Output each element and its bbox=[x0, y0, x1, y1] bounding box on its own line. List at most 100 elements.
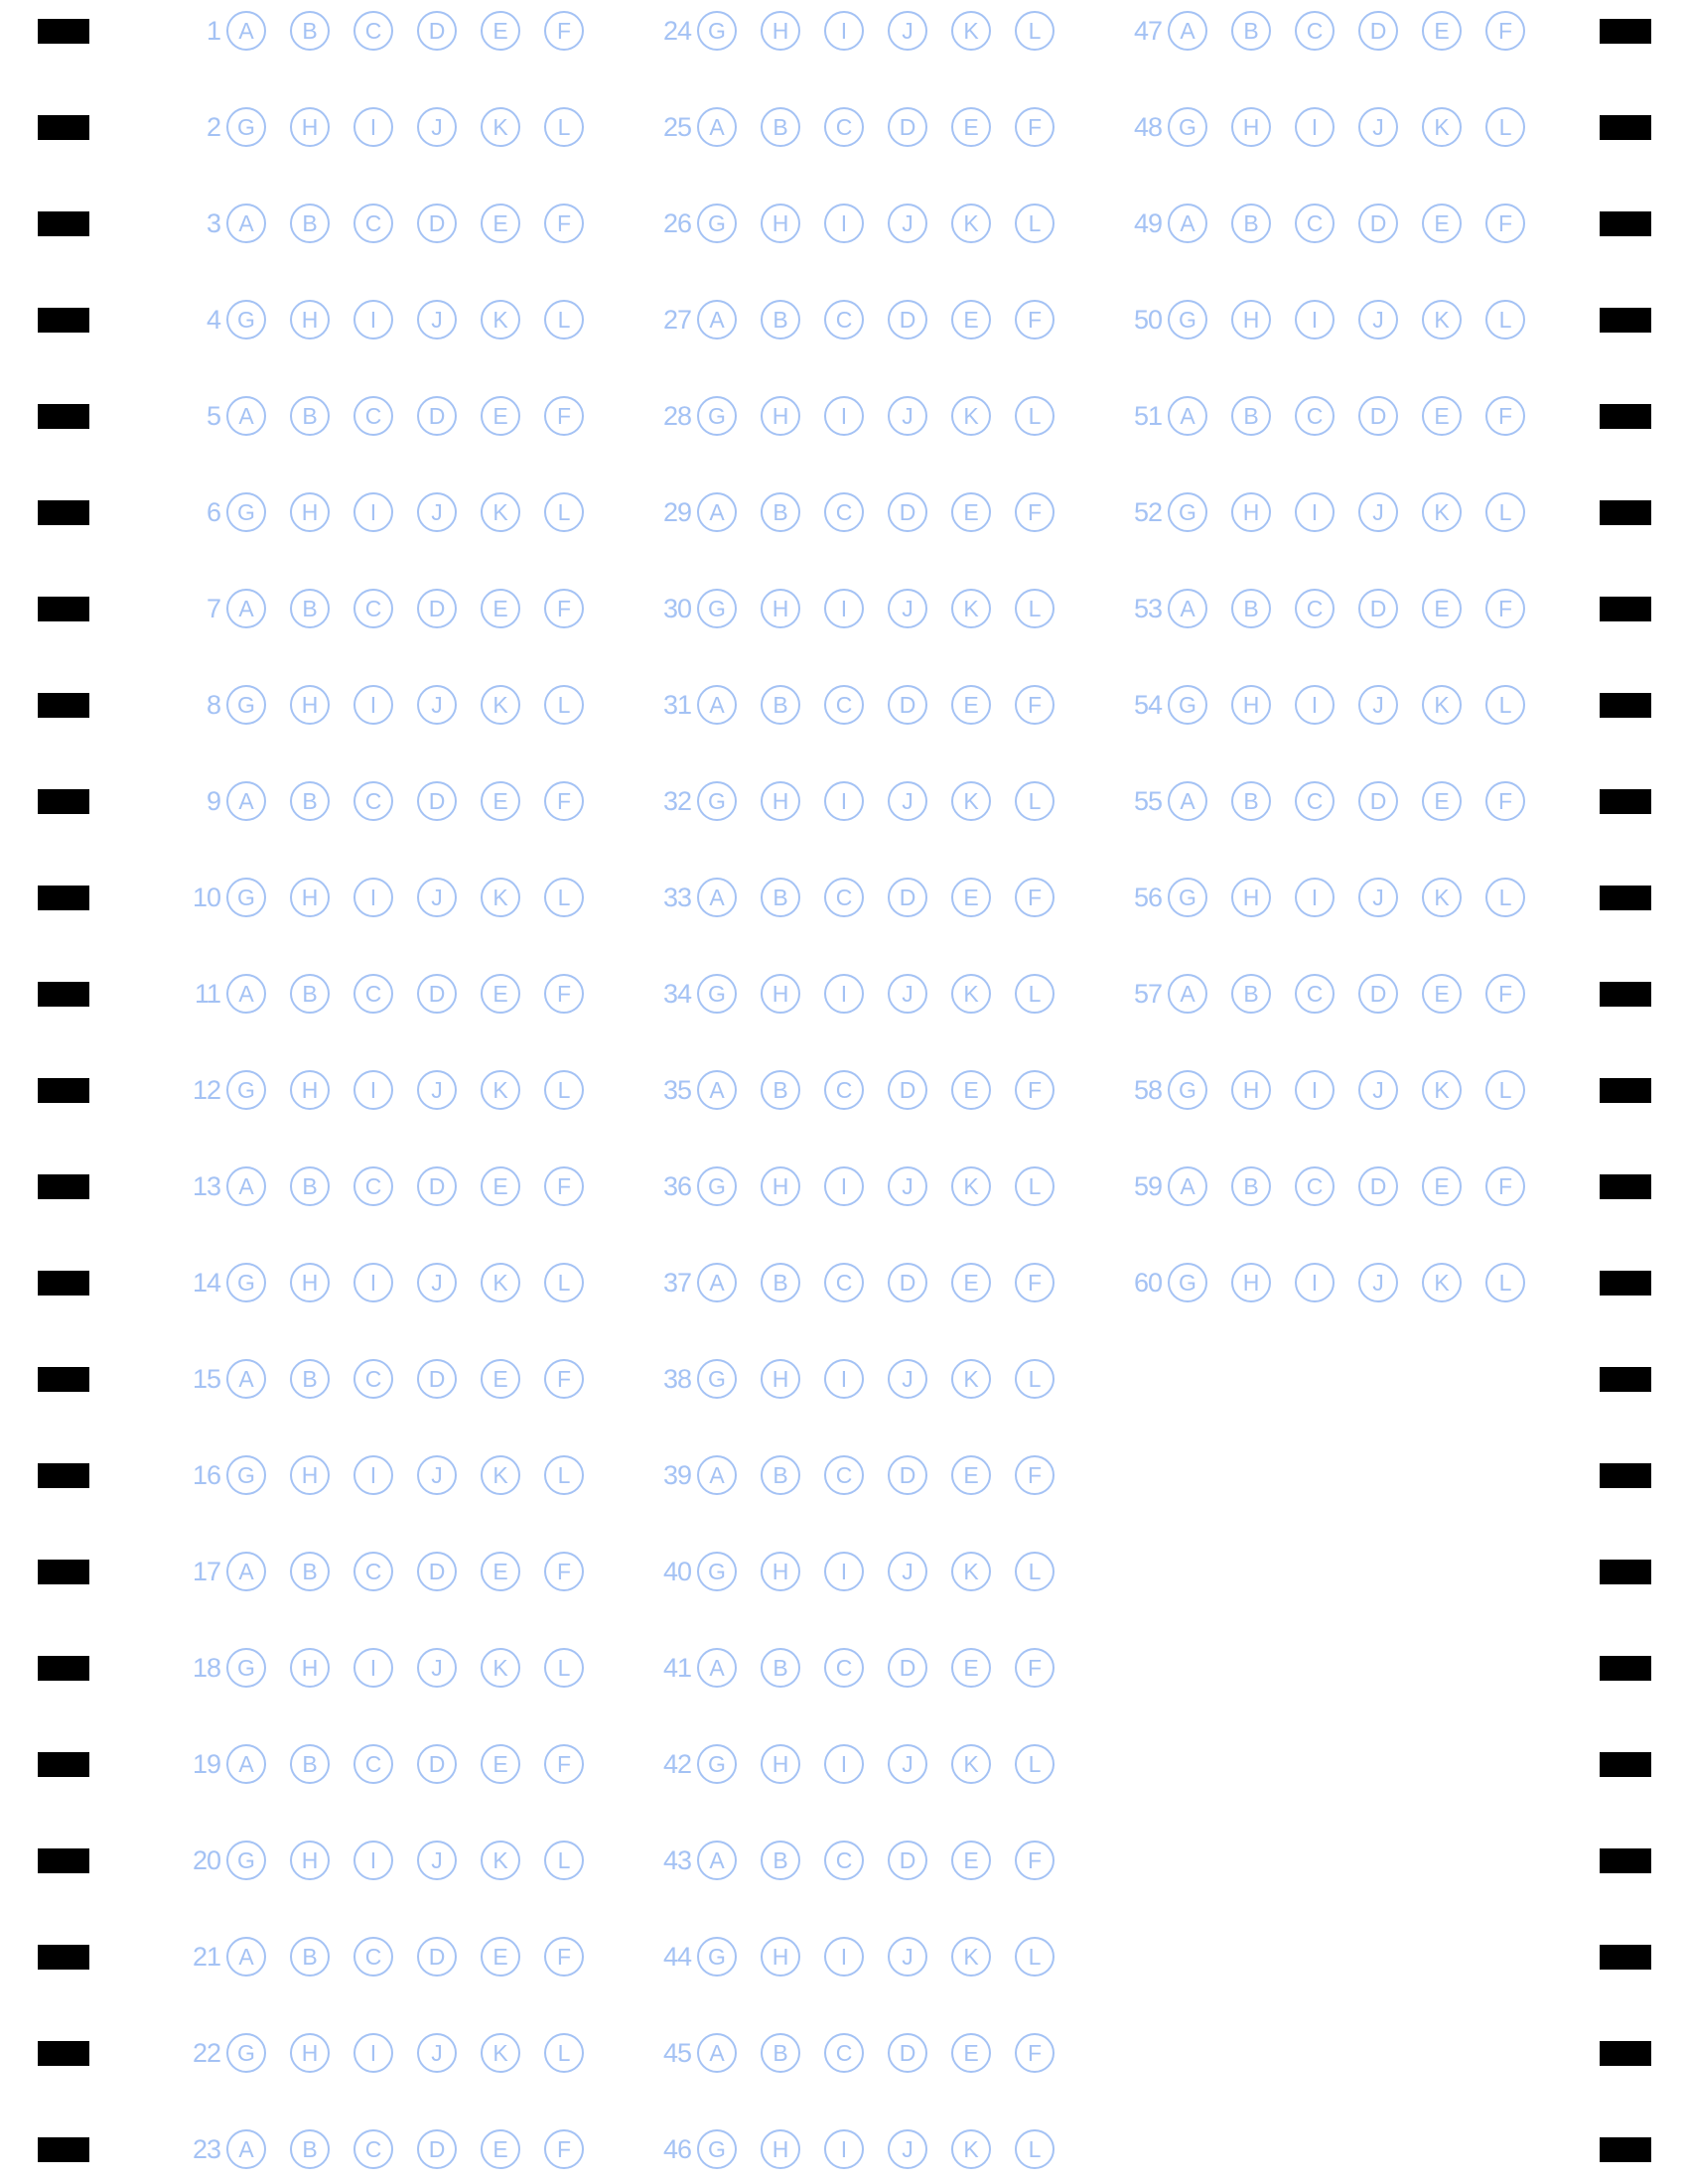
answer-bubble-55-d[interactable]: D bbox=[1358, 781, 1398, 821]
answer-bubble-17-e[interactable]: E bbox=[481, 1552, 520, 1591]
answer-bubble-14-k[interactable]: K bbox=[481, 1263, 520, 1302]
answer-bubble-38-g[interactable]: G bbox=[697, 1359, 737, 1399]
answer-bubble-12-k[interactable]: K bbox=[481, 1070, 520, 1110]
answer-bubble-60-i[interactable]: I bbox=[1295, 1263, 1335, 1302]
answer-bubble-45-e[interactable]: E bbox=[951, 2033, 991, 2073]
answer-bubble-40-g[interactable]: G bbox=[697, 1552, 737, 1591]
answer-bubble-26-i[interactable]: I bbox=[824, 204, 864, 243]
answer-bubble-12-i[interactable]: I bbox=[353, 1070, 393, 1110]
answer-bubble-52-j[interactable]: J bbox=[1358, 492, 1398, 532]
answer-bubble-22-h[interactable]: H bbox=[290, 2033, 330, 2073]
answer-bubble-37-a[interactable]: A bbox=[697, 1263, 737, 1302]
answer-bubble-45-b[interactable]: B bbox=[761, 2033, 800, 2073]
answer-bubble-19-c[interactable]: C bbox=[353, 1744, 393, 1784]
answer-bubble-39-a[interactable]: A bbox=[697, 1455, 737, 1495]
answer-bubble-37-d[interactable]: D bbox=[888, 1263, 927, 1302]
answer-bubble-11-c[interactable]: C bbox=[353, 974, 393, 1014]
answer-bubble-19-e[interactable]: E bbox=[481, 1744, 520, 1784]
answer-bubble-59-e[interactable]: E bbox=[1422, 1166, 1462, 1206]
answer-bubble-39-d[interactable]: D bbox=[888, 1455, 927, 1495]
answer-bubble-59-d[interactable]: D bbox=[1358, 1166, 1398, 1206]
answer-bubble-9-b[interactable]: B bbox=[290, 781, 330, 821]
answer-bubble-13-f[interactable]: F bbox=[544, 1166, 584, 1206]
answer-bubble-8-l[interactable]: L bbox=[544, 685, 584, 725]
answer-bubble-35-f[interactable]: F bbox=[1015, 1070, 1055, 1110]
answer-bubble-12-j[interactable]: J bbox=[417, 1070, 457, 1110]
answer-bubble-19-f[interactable]: F bbox=[544, 1744, 584, 1784]
answer-bubble-25-d[interactable]: D bbox=[888, 107, 927, 147]
answer-bubble-2-l[interactable]: L bbox=[544, 107, 584, 147]
answer-bubble-54-g[interactable]: G bbox=[1168, 685, 1207, 725]
answer-bubble-58-j[interactable]: J bbox=[1358, 1070, 1398, 1110]
answer-bubble-29-b[interactable]: B bbox=[761, 492, 800, 532]
answer-bubble-55-c[interactable]: C bbox=[1295, 781, 1335, 821]
answer-bubble-49-b[interactable]: B bbox=[1231, 204, 1271, 243]
answer-bubble-22-g[interactable]: G bbox=[226, 2033, 266, 2073]
answer-bubble-43-a[interactable]: A bbox=[697, 1841, 737, 1880]
answer-bubble-44-h[interactable]: H bbox=[761, 1937, 800, 1977]
answer-bubble-33-c[interactable]: C bbox=[824, 878, 864, 917]
answer-bubble-30-g[interactable]: G bbox=[697, 589, 737, 628]
answer-bubble-60-j[interactable]: J bbox=[1358, 1263, 1398, 1302]
answer-bubble-21-b[interactable]: B bbox=[290, 1937, 330, 1977]
answer-bubble-34-k[interactable]: K bbox=[951, 974, 991, 1014]
answer-bubble-18-g[interactable]: G bbox=[226, 1648, 266, 1688]
answer-bubble-10-l[interactable]: L bbox=[544, 878, 584, 917]
answer-bubble-32-g[interactable]: G bbox=[697, 781, 737, 821]
answer-bubble-50-l[interactable]: L bbox=[1485, 300, 1525, 340]
answer-bubble-50-k[interactable]: K bbox=[1422, 300, 1462, 340]
answer-bubble-49-f[interactable]: F bbox=[1485, 204, 1525, 243]
answer-bubble-2-h[interactable]: H bbox=[290, 107, 330, 147]
answer-bubble-28-j[interactable]: J bbox=[888, 396, 927, 436]
answer-bubble-42-k[interactable]: K bbox=[951, 1744, 991, 1784]
answer-bubble-12-h[interactable]: H bbox=[290, 1070, 330, 1110]
answer-bubble-35-a[interactable]: A bbox=[697, 1070, 737, 1110]
answer-bubble-14-l[interactable]: L bbox=[544, 1263, 584, 1302]
answer-bubble-33-d[interactable]: D bbox=[888, 878, 927, 917]
answer-bubble-57-c[interactable]: C bbox=[1295, 974, 1335, 1014]
answer-bubble-8-i[interactable]: I bbox=[353, 685, 393, 725]
answer-bubble-47-d[interactable]: D bbox=[1358, 11, 1398, 51]
answer-bubble-13-d[interactable]: D bbox=[417, 1166, 457, 1206]
answer-bubble-32-i[interactable]: I bbox=[824, 781, 864, 821]
answer-bubble-52-g[interactable]: G bbox=[1168, 492, 1207, 532]
answer-bubble-17-f[interactable]: F bbox=[544, 1552, 584, 1591]
answer-bubble-36-i[interactable]: I bbox=[824, 1166, 864, 1206]
answer-bubble-41-b[interactable]: B bbox=[761, 1648, 800, 1688]
answer-bubble-11-e[interactable]: E bbox=[481, 974, 520, 1014]
answer-bubble-47-e[interactable]: E bbox=[1422, 11, 1462, 51]
answer-bubble-15-f[interactable]: F bbox=[544, 1359, 584, 1399]
answer-bubble-27-e[interactable]: E bbox=[951, 300, 991, 340]
answer-bubble-34-g[interactable]: G bbox=[697, 974, 737, 1014]
answer-bubble-57-a[interactable]: A bbox=[1168, 974, 1207, 1014]
answer-bubble-27-a[interactable]: A bbox=[697, 300, 737, 340]
answer-bubble-14-h[interactable]: H bbox=[290, 1263, 330, 1302]
answer-bubble-32-l[interactable]: L bbox=[1015, 781, 1055, 821]
answer-bubble-19-b[interactable]: B bbox=[290, 1744, 330, 1784]
answer-bubble-24-j[interactable]: J bbox=[888, 11, 927, 51]
answer-bubble-7-d[interactable]: D bbox=[417, 589, 457, 628]
answer-bubble-28-i[interactable]: I bbox=[824, 396, 864, 436]
answer-bubble-21-a[interactable]: A bbox=[226, 1937, 266, 1977]
answer-bubble-50-j[interactable]: J bbox=[1358, 300, 1398, 340]
answer-bubble-7-c[interactable]: C bbox=[353, 589, 393, 628]
answer-bubble-56-k[interactable]: K bbox=[1422, 878, 1462, 917]
answer-bubble-15-e[interactable]: E bbox=[481, 1359, 520, 1399]
answer-bubble-58-k[interactable]: K bbox=[1422, 1070, 1462, 1110]
answer-bubble-56-h[interactable]: H bbox=[1231, 878, 1271, 917]
answer-bubble-31-c[interactable]: C bbox=[824, 685, 864, 725]
answer-bubble-47-f[interactable]: F bbox=[1485, 11, 1525, 51]
answer-bubble-58-h[interactable]: H bbox=[1231, 1070, 1271, 1110]
answer-bubble-8-j[interactable]: J bbox=[417, 685, 457, 725]
answer-bubble-51-c[interactable]: C bbox=[1295, 396, 1335, 436]
answer-bubble-46-j[interactable]: J bbox=[888, 2129, 927, 2169]
answer-bubble-4-i[interactable]: I bbox=[353, 300, 393, 340]
answer-bubble-44-g[interactable]: G bbox=[697, 1937, 737, 1977]
answer-bubble-24-g[interactable]: G bbox=[697, 11, 737, 51]
answer-bubble-10-g[interactable]: G bbox=[226, 878, 266, 917]
answer-bubble-8-h[interactable]: H bbox=[290, 685, 330, 725]
answer-bubble-18-k[interactable]: K bbox=[481, 1648, 520, 1688]
answer-bubble-42-i[interactable]: I bbox=[824, 1744, 864, 1784]
answer-bubble-1-c[interactable]: C bbox=[353, 11, 393, 51]
answer-bubble-48-k[interactable]: K bbox=[1422, 107, 1462, 147]
